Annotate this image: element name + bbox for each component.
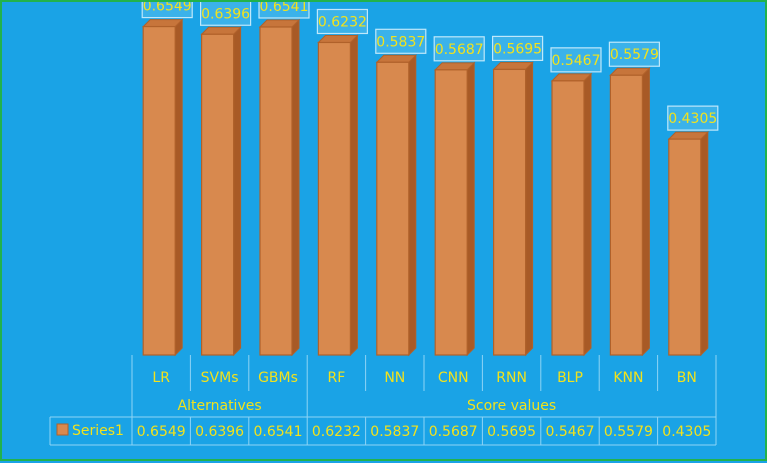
data-label-4: 0.5837 — [376, 34, 425, 50]
bar-side-3 — [349, 34, 358, 357]
data-label-box-0 — [141, 2, 193, 19]
bar-top-4 — [375, 54, 418, 63]
bar-6 — [493, 68, 527, 356]
bar-7 — [551, 80, 585, 356]
bar-top-7 — [550, 73, 593, 82]
x-tick-label-0: LR — [152, 370, 170, 386]
legend-series-name: Series1 — [72, 423, 124, 439]
data-label-box-8 — [608, 41, 661, 67]
x-tick-label-4: NN — [384, 370, 405, 386]
bar-top-1 — [200, 26, 242, 35]
data-label-box-7 — [550, 47, 602, 73]
bar-top-8 — [609, 67, 651, 76]
bar-0 — [142, 25, 176, 356]
bar-3 — [317, 41, 351, 356]
bar-2 — [259, 26, 293, 356]
data-label-box-6 — [492, 35, 544, 62]
data-label-9: 0.4305 — [668, 111, 717, 127]
data-label-box-2 — [258, 2, 310, 19]
group-label-0: Alternatives — [178, 398, 262, 414]
legend-key — [56, 423, 69, 436]
data-label-box-1 — [200, 2, 252, 26]
bar-side-1 — [233, 26, 242, 357]
x-tick-label-2: GBMs — [258, 370, 298, 386]
table-value-7: 0.5467 — [546, 424, 595, 440]
bar-side-6 — [525, 61, 534, 357]
bar-side-8 — [641, 67, 650, 357]
table-value-6: 0.5695 — [487, 424, 536, 440]
bar-top-0 — [141, 19, 184, 28]
x-tick-label-7: BLP — [557, 370, 583, 386]
bar-top-5 — [433, 62, 476, 71]
bar-side-5 — [466, 61, 475, 357]
table-value-5: 0.5687 — [429, 424, 478, 440]
bar-9 — [668, 138, 702, 356]
bar-top-2 — [258, 19, 301, 28]
bar-top-9 — [667, 131, 710, 140]
data-label-0: 0.6549 — [143, 2, 192, 15]
data-label-box-5 — [433, 36, 485, 62]
x-tick-label-9: BN — [677, 370, 697, 386]
table-value-3: 0.6232 — [312, 424, 361, 440]
data-label-1: 0.6396 — [201, 6, 250, 22]
bar-side-0 — [174, 18, 183, 357]
data-label-8: 0.5579 — [610, 47, 659, 63]
data-label-6: 0.5695 — [493, 41, 542, 57]
bar-side-9 — [700, 130, 709, 357]
data-label-3: 0.6232 — [318, 14, 367, 30]
table-value-1: 0.6396 — [195, 424, 244, 440]
bar-5 — [434, 69, 468, 356]
table-value-9: 0.4305 — [662, 424, 711, 440]
data-label-5: 0.5687 — [435, 42, 484, 58]
group-label-1: Score values — [467, 398, 556, 414]
data-label-box-9 — [667, 105, 719, 131]
data-label-box-4 — [375, 28, 427, 54]
bar-1 — [201, 33, 235, 356]
bar-top-3 — [317, 34, 359, 43]
data-label-2: 0.6541 — [260, 2, 309, 15]
bar-side-7 — [583, 72, 592, 357]
x-tick-label-5: CNN — [438, 370, 469, 386]
table-value-4: 0.5837 — [370, 424, 419, 440]
bar-8 — [609, 74, 644, 356]
x-tick-label-6: RNN — [496, 370, 527, 386]
table-value-8: 0.5579 — [604, 424, 653, 440]
data-label-box-3 — [316, 8, 368, 35]
bar-side-2 — [291, 18, 300, 357]
bar-top-6 — [492, 61, 534, 70]
table-value-2: 0.6541 — [254, 424, 303, 440]
bar-side-4 — [408, 54, 417, 357]
x-tick-label-3: RF — [328, 370, 346, 386]
data-label-7: 0.5467 — [552, 53, 601, 69]
x-tick-label-8: KNN — [613, 370, 643, 386]
x-tick-label-1: SVMs — [201, 370, 239, 386]
bar-4 — [376, 61, 410, 356]
table-value-0: 0.6549 — [137, 424, 186, 440]
